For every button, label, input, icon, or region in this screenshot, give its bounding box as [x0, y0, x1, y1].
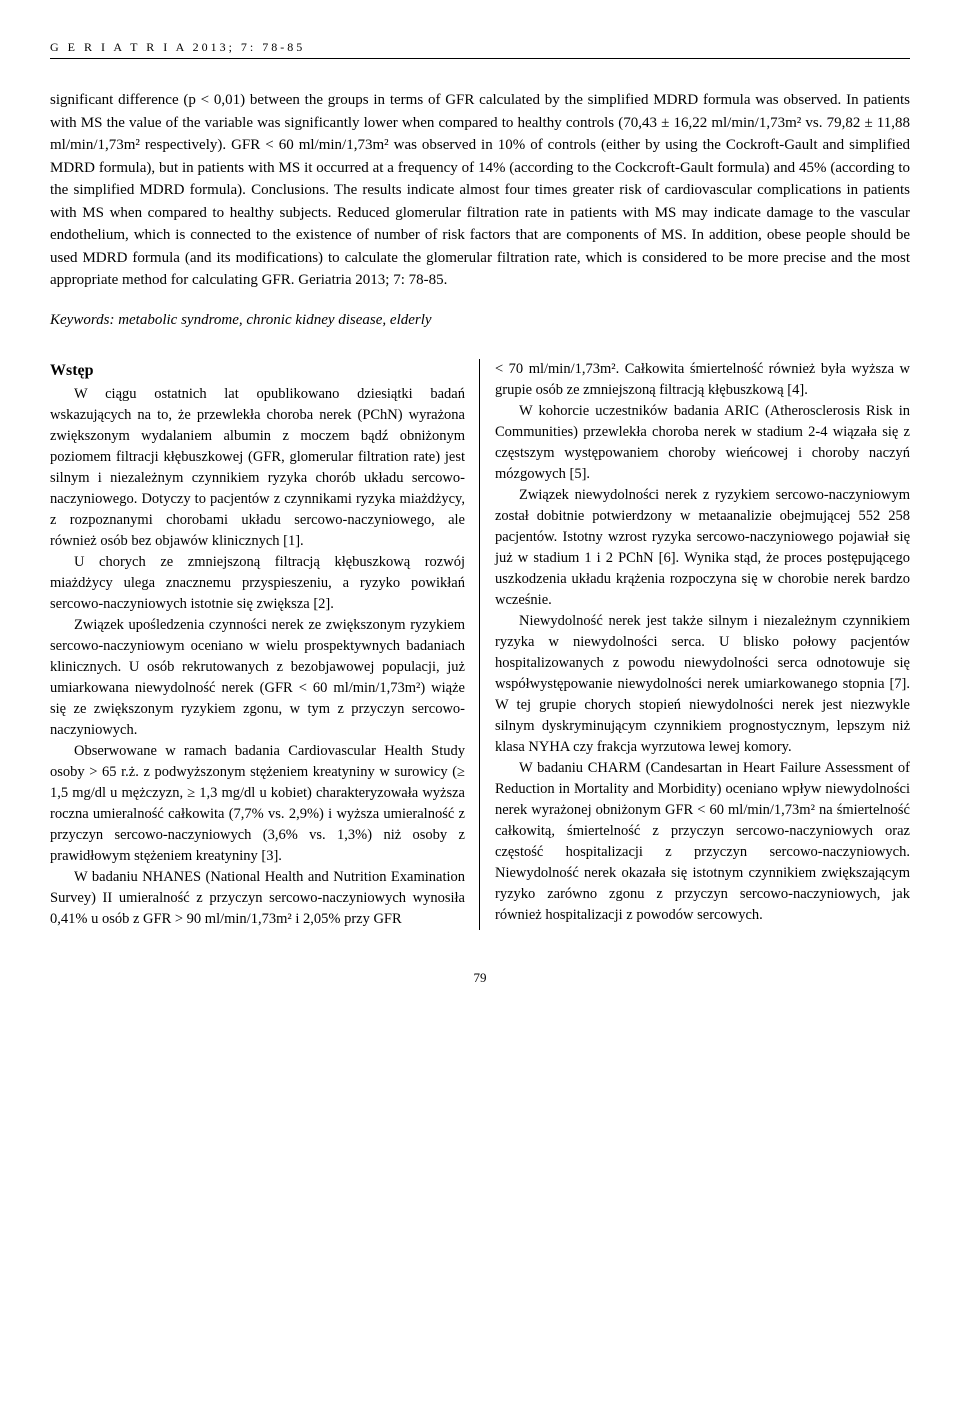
- paragraph: W badaniu NHANES (National Health and Nu…: [50, 867, 465, 930]
- right-column: < 70 ml/min/1,73m². Całkowita śmiertelno…: [495, 359, 910, 931]
- paragraph: W kohorcie uczestników badania ARIC (Ath…: [495, 401, 910, 485]
- paragraph: W badaniu CHARM (Candesartan in Heart Fa…: [495, 758, 910, 926]
- paragraph: Związek niewydolności nerek z ryzykiem s…: [495, 485, 910, 611]
- two-column-layout: Wstęp W ciągu ostatnich lat opublikowano…: [50, 359, 910, 931]
- paragraph: Obserwowane w ramach badania Cardiovascu…: [50, 741, 465, 867]
- paragraph: U chorych ze zmniejszoną filtracją kłębu…: [50, 552, 465, 615]
- paragraph: < 70 ml/min/1,73m². Całkowita śmiertelno…: [495, 359, 910, 401]
- page-number: 79: [50, 970, 910, 986]
- paragraph: W ciągu ostatnich lat opublikowano dzies…: [50, 384, 465, 552]
- abstract-text: significant difference (p < 0,01) betwee…: [50, 89, 910, 292]
- paragraph: Związek upośledzenia czynności nerek ze …: [50, 615, 465, 741]
- left-column: Wstęp W ciągu ostatnich lat opublikowano…: [50, 359, 465, 931]
- keywords-line: Keywords: metabolic syndrome, chronic ki…: [50, 312, 910, 329]
- paragraph: Niewydolność nerek jest także silnym i n…: [495, 611, 910, 758]
- section-title: Wstęp: [50, 359, 465, 382]
- journal-header: G E R I A T R I A 2013; 7: 78-85: [50, 40, 910, 59]
